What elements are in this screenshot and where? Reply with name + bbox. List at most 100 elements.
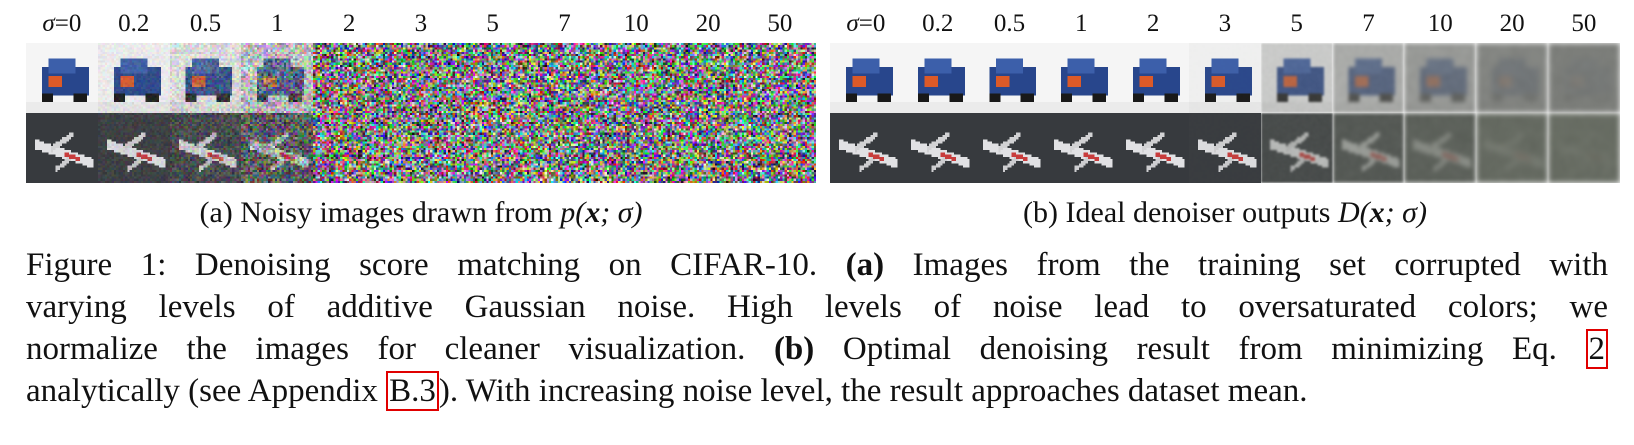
sigma-label: σ=0: [846, 10, 886, 37]
sigma-label: 7: [558, 10, 571, 37]
image-canvas: [456, 113, 529, 183]
image-canvas: [672, 113, 744, 183]
caption-line-1: Figure 1: Denoising score matching on CI…: [26, 244, 1608, 286]
truck-image: [1117, 43, 1189, 113]
image-canvas: [973, 113, 1046, 183]
airplane-image: [1547, 113, 1620, 183]
image-canvas: [1260, 113, 1333, 183]
subcaption-a-math: p(x; σ): [560, 196, 643, 229]
panel-b-denoiser-outputs: σ=0 0.2 0.5 1 2 3 5 7 10 20 50 (b) Ideal denoiser …: [830, 8, 1620, 231]
sigma-label: 20: [1499, 10, 1525, 37]
image-canvas: [600, 43, 673, 113]
airplane-image: [743, 113, 816, 183]
truck-image: [1547, 43, 1620, 113]
image-canvas: [1476, 113, 1548, 183]
airplane-image: [456, 113, 529, 183]
image-canvas: [384, 43, 457, 113]
caption-text-4: analytically (see Appendix: [26, 373, 387, 409]
caption-text-4b: ). With increasing noise level, the resu…: [438, 373, 1308, 409]
airplane-image: [528, 113, 601, 183]
image-row-truck-b: [830, 43, 1620, 113]
sigma-label: σ=0: [42, 10, 82, 37]
sigma-label: 2: [342, 10, 356, 37]
truck-image: [384, 43, 457, 113]
image-canvas: [169, 43, 242, 113]
truck-image: [97, 43, 170, 113]
sigma-labels-b: σ=0 0.2 0.5 1 2 3 5 7 10 20 50: [830, 8, 1620, 40]
truck-image: [1260, 43, 1333, 113]
sigma-label: 7: [1362, 10, 1375, 37]
truck-image: [26, 43, 98, 113]
image-canvas: [1332, 43, 1405, 113]
image-canvas: [241, 113, 314, 183]
airplane-image: [901, 113, 974, 183]
sigma-label: 10: [623, 10, 649, 37]
image-canvas: [1404, 43, 1477, 113]
truck-image: [1332, 43, 1405, 113]
image-canvas: [1547, 113, 1620, 183]
subcaption-b-text: (b) Ideal denoiser outputs: [1023, 196, 1338, 229]
subcaption-b-math: D(x; σ): [1337, 196, 1427, 229]
airplane-image: [241, 113, 314, 183]
image-canvas: [1476, 43, 1548, 113]
truck-image: [241, 43, 314, 113]
airplane-image: [672, 113, 744, 183]
airplane-image: [600, 113, 673, 183]
truck-image: [1476, 43, 1548, 113]
airplane-image: [1260, 113, 1333, 183]
image-canvas: [313, 43, 385, 113]
caption-text-1: Denoising score matching on CIFAR-10.: [166, 247, 846, 283]
image-row-airplane-b: [830, 113, 1620, 183]
caption-b-marker: (b): [773, 331, 815, 367]
airplane-image: [973, 113, 1046, 183]
caption-text-1b: Images from the training set corrupted w…: [884, 247, 1608, 283]
image-canvas: [528, 113, 601, 183]
truck-image: [313, 43, 385, 113]
image-canvas: [313, 113, 385, 183]
truck-image: [169, 43, 242, 113]
sigma-label: 0.2: [118, 10, 150, 37]
image-canvas: [973, 43, 1046, 113]
image-canvas: [241, 43, 314, 113]
image-canvas: [1117, 113, 1189, 183]
subcaption-b: (b) Ideal denoiser outputs D(x; σ): [830, 195, 1620, 231]
image-canvas: [1188, 113, 1261, 183]
appendix-ref-link[interactable]: B.3: [386, 371, 439, 411]
equation-ref-link[interactable]: 2: [1585, 329, 1608, 369]
image-canvas: [1332, 113, 1405, 183]
truck-image: [1404, 43, 1477, 113]
image-canvas: [456, 43, 529, 113]
sigma-label: 2: [1146, 10, 1160, 37]
sigma-label: 5: [1290, 10, 1303, 37]
image-canvas: [26, 113, 98, 183]
figure-caption: Figure 1: Denoising score matching on CI…: [26, 244, 1608, 412]
subcaption-a-text: (a) Noisy images drawn from: [199, 196, 561, 229]
truck-image: [743, 43, 816, 113]
image-canvas: [97, 43, 170, 113]
image-canvas: [901, 113, 974, 183]
airplane-image: [1045, 113, 1118, 183]
truck-image: [600, 43, 673, 113]
image-canvas: [528, 43, 601, 113]
image-canvas: [1045, 43, 1118, 113]
image-canvas: [901, 43, 974, 113]
image-canvas: [600, 113, 673, 183]
subcaption-a: (a) Noisy images drawn from p(x; σ): [26, 195, 816, 231]
image-canvas: [384, 113, 457, 183]
image-canvas: [830, 43, 902, 113]
sigma-labels-a: σ=0 0.2 0.5 1 2 3 5 7 10 20 50: [26, 8, 816, 40]
image-canvas: [743, 43, 816, 113]
airplane-image: [169, 113, 242, 183]
caption-line-3: normalize the images for cleaner visuali…: [26, 328, 1608, 370]
image-canvas: [743, 113, 816, 183]
airplane-image: [313, 113, 385, 183]
caption-line-4: analytically (see Appendix B.3). With in…: [26, 370, 1608, 412]
caption-text-3b: Optimal denoising result from minimizing…: [814, 331, 1586, 367]
caption-a-marker: (a): [845, 247, 885, 283]
airplane-image: [1476, 113, 1548, 183]
truck-image: [830, 43, 902, 113]
sigma-label: 1: [1075, 10, 1088, 37]
image-row-airplane-a: [26, 113, 816, 183]
panel-a-noisy-images: σ=0 0.2 0.5 1 2 3 5 7 10 20 50 (a) Noisy images dr…: [26, 8, 816, 231]
airplane-image: [97, 113, 170, 183]
